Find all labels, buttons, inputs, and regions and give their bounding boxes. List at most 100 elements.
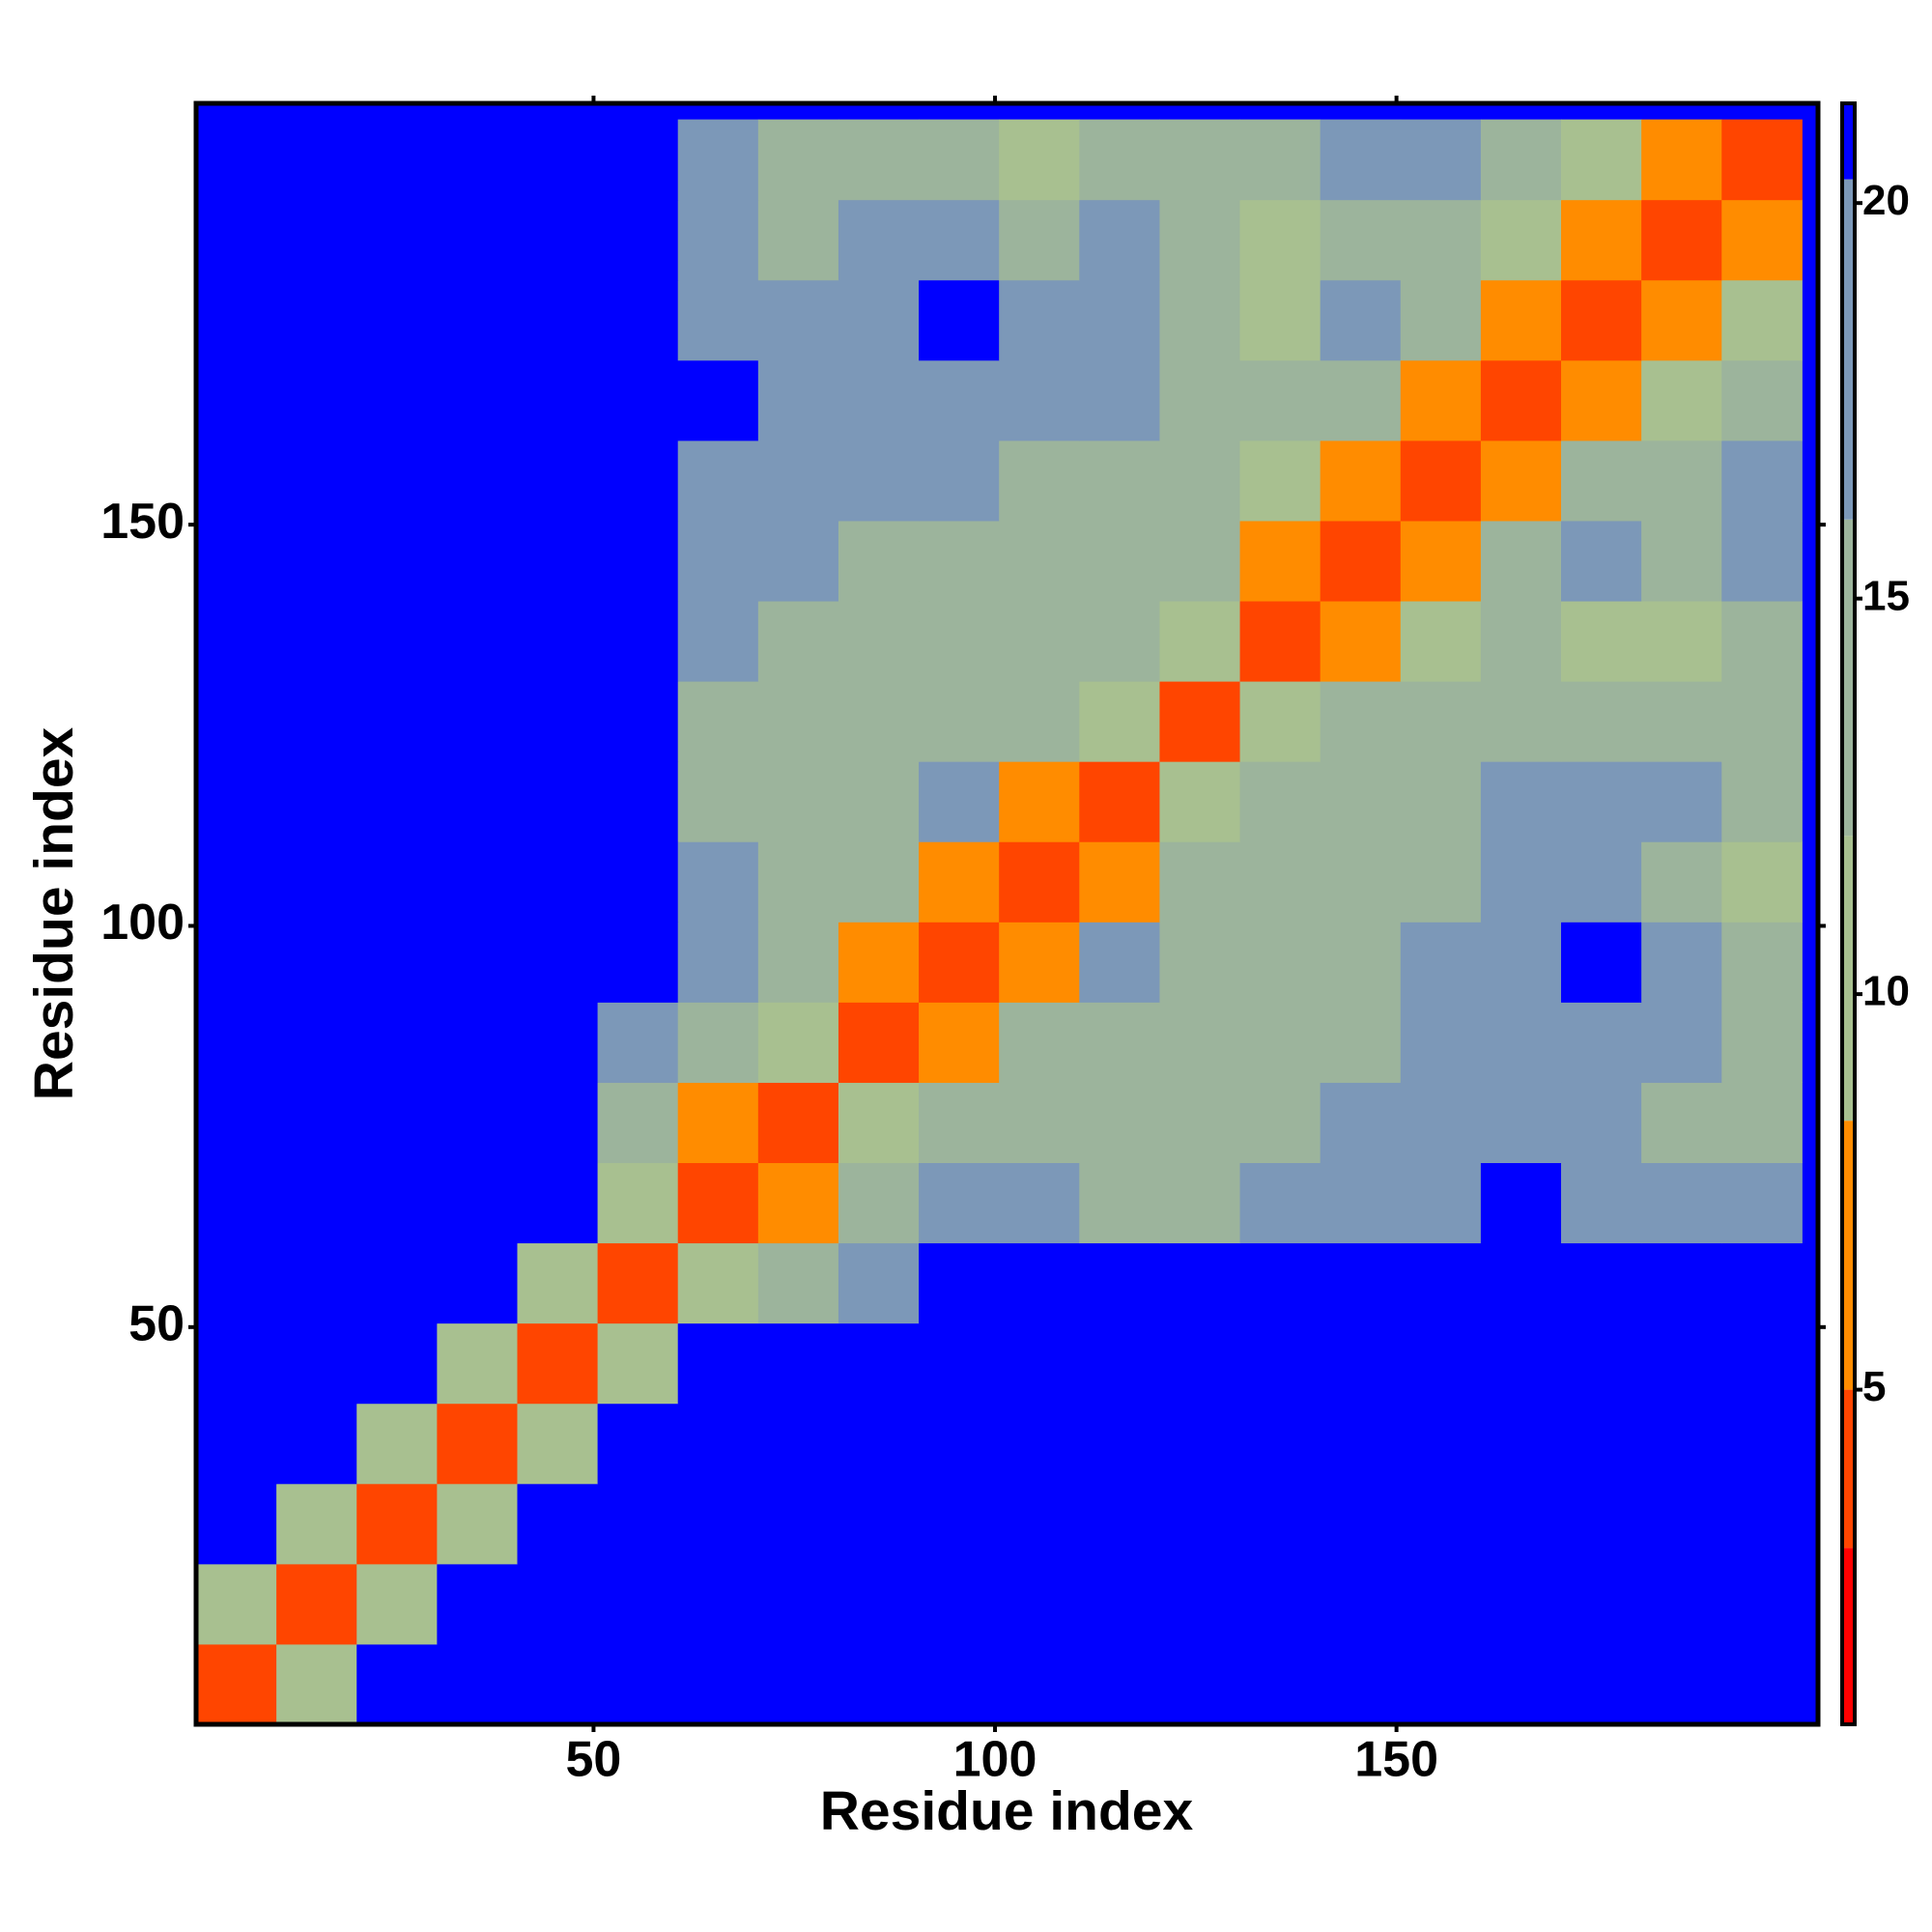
heatmap-cell: [1721, 1082, 1803, 1164]
heatmap-cell: [597, 1483, 679, 1565]
heatmap-cell: [1561, 1483, 1642, 1565]
heatmap-cell: [276, 1403, 357, 1485]
heatmap-cell: [677, 761, 759, 842]
heatmap-cell: [437, 1483, 518, 1565]
heatmap-cell: [1561, 761, 1642, 842]
heatmap-cell: [919, 601, 1000, 682]
heatmap-cell: [838, 922, 920, 1003]
heatmap-cell: [276, 1082, 357, 1164]
heatmap-cell: [1721, 279, 1803, 361]
heatmap-cell: [1480, 601, 1562, 682]
heatmap-cell: [1480, 1002, 1562, 1083]
heatmap-cell: [1320, 119, 1402, 201]
heatmap-cell: [1400, 681, 1482, 762]
heatmap-cell: [1400, 1002, 1482, 1083]
heatmap-cell: [757, 1643, 839, 1725]
heatmap-cell: [1721, 119, 1803, 201]
heatmap-cell: [437, 1563, 518, 1645]
heatmap-cell: [1721, 359, 1803, 441]
heatmap-cell: [999, 1322, 1080, 1405]
heatmap-cell: [919, 119, 1000, 201]
heatmap-cell: [276, 1322, 357, 1405]
heatmap-cell: [1561, 359, 1642, 441]
heatmap-cell: [757, 681, 839, 762]
heatmap-cell: [517, 601, 599, 682]
heatmap-cell: [437, 359, 518, 441]
heatmap-cell: [1721, 681, 1803, 762]
heatmap-cell: [999, 520, 1080, 602]
heatmap-cell: [1159, 922, 1241, 1003]
heatmap-cell: [919, 199, 1000, 281]
x-tick-label: 50: [566, 1732, 622, 1788]
heatmap-cell: [437, 761, 518, 842]
heatmap-cell: [1079, 922, 1160, 1003]
heatmap-cell: [1480, 199, 1562, 281]
heatmap-cell: [276, 359, 357, 441]
heatmap-cell: [1641, 922, 1722, 1003]
heatmap-cell: [597, 681, 679, 762]
heatmap-cell: [1079, 279, 1160, 361]
heatmap-cell: [999, 1002, 1080, 1083]
heatmap-cell: [1641, 681, 1722, 762]
heatmap-cell: [838, 1483, 920, 1565]
heatmap-cell: [1320, 1403, 1402, 1485]
heatmap-cell: [276, 1643, 357, 1725]
heatmap-cell: [597, 1322, 679, 1405]
heatmap-cell: [1721, 1322, 1803, 1405]
heatmap-cell: [1480, 1563, 1562, 1645]
heatmap-cell: [1721, 841, 1803, 923]
heatmap-cell: [1400, 359, 1482, 441]
heatmap-cell: [757, 279, 839, 361]
heatmap-cell: [1561, 199, 1642, 281]
x-tick-label: 150: [1354, 1732, 1438, 1788]
heatmap-cell: [597, 1082, 679, 1164]
heatmap-cell: [437, 119, 518, 201]
heatmap-cell: [677, 601, 759, 682]
heatmap-cell: [1721, 1162, 1803, 1244]
heatmap-cell: [1480, 440, 1562, 522]
heatmap-cell: [196, 279, 277, 361]
heatmap-cell: [437, 1322, 518, 1405]
heatmap-cell: [517, 119, 599, 201]
heatmap-cell: [196, 520, 277, 602]
heatmap-cell: [1721, 761, 1803, 842]
heatmap-cell: [1480, 761, 1562, 842]
plot-frame: [193, 100, 1821, 1727]
heatmap-cell: [919, 1563, 1000, 1645]
heatmap-cell: [1561, 841, 1642, 923]
heatmap-cell: [517, 1162, 599, 1244]
heatmap-cell: [1480, 520, 1562, 602]
heatmap-cell: [1320, 1563, 1402, 1645]
heatmap-cell: [1400, 841, 1482, 923]
heatmap-cell: [1079, 1002, 1160, 1083]
heatmap-cell: [196, 1643, 277, 1725]
heatmap-cell: [1239, 279, 1321, 361]
heatmap-cell: [276, 1002, 357, 1083]
y-tick-label: 150: [100, 494, 185, 550]
heatmap-cell: [276, 681, 357, 762]
heatmap-cell: [1480, 1403, 1562, 1485]
heatmap-cell: [1079, 1563, 1160, 1645]
heatmap-cell: [1320, 1002, 1402, 1083]
colorbar-tick-label: 15: [1862, 572, 1910, 619]
heatmap-cell: [1641, 1483, 1722, 1565]
heatmap-cell: [677, 922, 759, 1003]
colorbar-segment: [1842, 1389, 1855, 1548]
heatmap-cell: [677, 841, 759, 923]
heatmap-cell: [1400, 922, 1482, 1003]
heatmap-cell: [437, 520, 518, 602]
heatmap-cell: [517, 1563, 599, 1645]
heatmap-cell: [919, 279, 1000, 361]
heatmap-cell: [356, 1242, 438, 1324]
heatmap-cell: [1239, 1563, 1321, 1645]
heatmap-cell: [517, 520, 599, 602]
heatmap-cell: [356, 359, 438, 441]
heatmap-cell: [999, 601, 1080, 682]
colorbar-segment: [1842, 1548, 1855, 1724]
heatmap-cell: [517, 761, 599, 842]
heatmap-cell: [677, 1322, 759, 1405]
heatmap-cell: [356, 199, 438, 281]
heatmap-cell: [999, 1162, 1080, 1244]
heatmap-cell: [1480, 1643, 1562, 1725]
heatmap-cell: [356, 1322, 438, 1405]
